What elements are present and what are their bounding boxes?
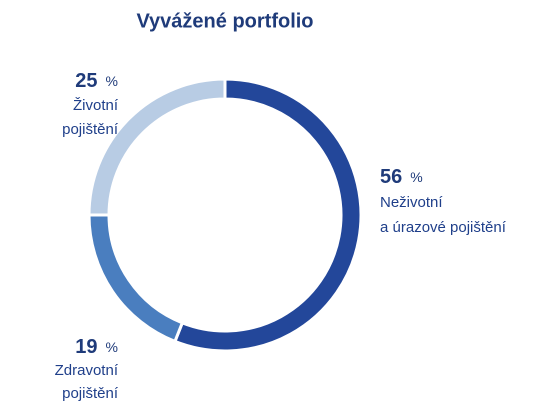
- value-unit: %: [106, 339, 118, 355]
- chart-title: Vyvážené portfolio: [136, 10, 313, 32]
- value-label: 19%: [75, 336, 118, 358]
- donut-segment: [172, 77, 363, 353]
- donut-segment: [87, 77, 227, 217]
- value-unit: %: [410, 169, 422, 185]
- value-label: 56%: [380, 166, 423, 188]
- donut-segment: [87, 213, 185, 344]
- value-number: 56: [380, 166, 402, 188]
- category-label: pojištění: [62, 385, 119, 402]
- category-label: Zdravotní: [55, 362, 119, 379]
- value-number: 19: [75, 336, 97, 358]
- value-unit: %: [106, 73, 118, 89]
- value-number: 25: [75, 70, 97, 92]
- category-label: pojištění: [62, 121, 119, 138]
- category-label: Životní: [73, 97, 119, 114]
- category-label: a úrazové pojištění: [380, 219, 507, 236]
- value-label: 25%: [75, 70, 118, 92]
- category-label: Neživotní: [380, 194, 443, 211]
